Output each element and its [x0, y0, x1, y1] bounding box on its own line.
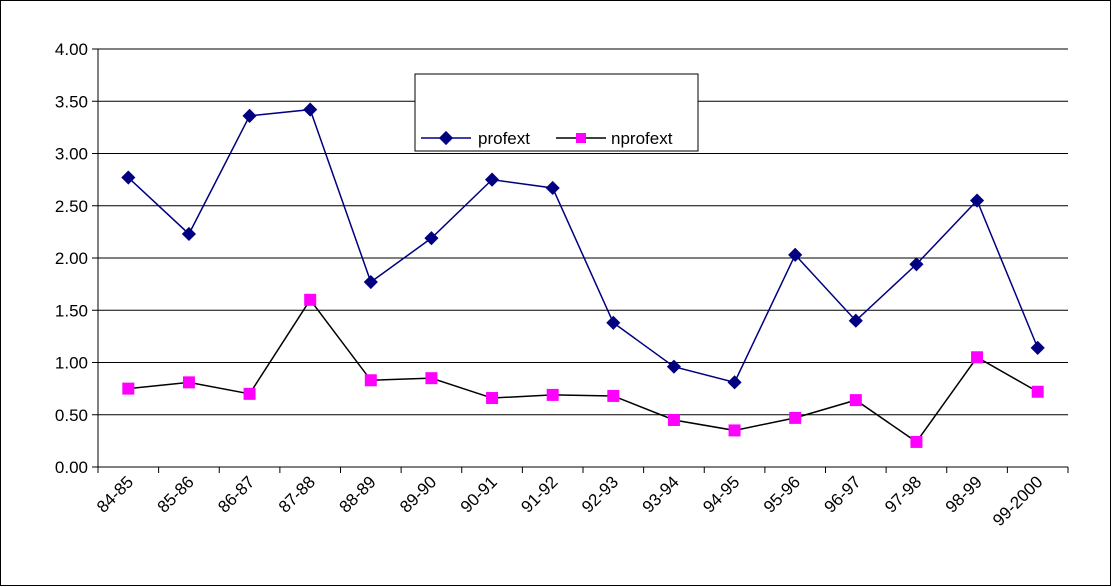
data-point-profext [303, 102, 318, 117]
data-point-profext [545, 180, 560, 196]
x-tick-label: 93-94 [639, 472, 683, 516]
data-point-nprofext [546, 388, 559, 401]
y-tick-label: 0.00 [55, 458, 88, 477]
x-tick-label: 97-98 [881, 472, 925, 516]
legend-swatch-marker-profext [438, 130, 454, 146]
data-point-nprofext [425, 372, 438, 385]
series-lines [121, 102, 1045, 448]
y-tick-label: 3.00 [55, 145, 88, 164]
x-tick-label: 90-91 [457, 472, 501, 516]
data-point-nprofext [728, 424, 741, 437]
data-point-profext [424, 231, 439, 246]
x-tick-label: 95-96 [760, 472, 804, 516]
data-point-nprofext [667, 413, 680, 426]
x-tick-label: 96-97 [820, 472, 864, 516]
data-point-profext [484, 172, 500, 187]
legend: profext nprofext [414, 73, 699, 152]
y-tick-label: 4.00 [55, 40, 88, 59]
y-axis-tick-labels: 0.00 0.50 1.00 1.50 2.00 2.50 3.00 3.50 4.00 [55, 40, 88, 477]
x-tick-label: 84-85 [93, 472, 137, 516]
x-tick-label: 91-92 [517, 472, 561, 516]
y-tick-label: 1.00 [55, 354, 88, 373]
data-point-profext [727, 375, 742, 390]
x-tick-label: 88-89 [335, 472, 379, 516]
y-tick-label: 2.00 [55, 249, 88, 268]
x-tick-label: 87-88 [275, 472, 319, 516]
data-point-profext [909, 257, 924, 272]
data-point-nprofext [364, 374, 377, 387]
data-point-nprofext [1031, 385, 1044, 398]
axes [92, 48, 1069, 473]
data-point-profext [848, 313, 863, 328]
data-point-nprofext [486, 392, 499, 405]
legend-label-profext: profext [478, 129, 530, 148]
data-point-nprofext [971, 351, 984, 364]
y-tick-label: 1.50 [55, 301, 88, 320]
data-point-profext [181, 226, 197, 242]
legend-label-nprofext: nprofext [611, 129, 673, 148]
y-tick-label: 2.50 [55, 197, 88, 216]
data-point-profext [666, 359, 682, 374]
x-tick-label: 89-90 [396, 472, 440, 516]
data-point-nprofext [304, 293, 317, 306]
y-tick-label: 0.50 [55, 406, 88, 425]
data-point-nprofext [910, 435, 923, 448]
data-point-nprofext [789, 411, 802, 424]
x-tick-label: 85-86 [154, 472, 198, 516]
legend-swatch-marker-nprofext [576, 133, 586, 143]
gridlines [98, 48, 1068, 416]
x-tick-label: 99-2000 [989, 472, 1047, 530]
data-point-profext [606, 315, 621, 330]
data-point-nprofext [122, 382, 135, 395]
data-point-nprofext [182, 376, 195, 389]
x-tick-label: 94-95 [699, 472, 743, 516]
data-point-profext [969, 193, 985, 208]
data-point-profext [1030, 340, 1045, 355]
y-tick-label: 3.50 [55, 92, 88, 111]
data-point-nprofext [243, 387, 256, 400]
data-point-nprofext [849, 394, 862, 407]
data-point-profext [242, 108, 257, 123]
x-tick-label: 98-99 [942, 472, 986, 516]
x-tick-label: 86-87 [214, 472, 258, 516]
data-point-profext [788, 247, 803, 262]
data-point-nprofext [607, 389, 620, 402]
data-point-profext [363, 274, 378, 290]
x-tick-label: 92-93 [578, 472, 622, 516]
series-line-profext [127, 108, 1039, 384]
series-line-nprofext [128, 298, 1039, 443]
x-axis-tick-labels: 84-85 85-86 86-87 87-88 88-89 89-90 90-91 91-92… [93, 472, 1047, 530]
